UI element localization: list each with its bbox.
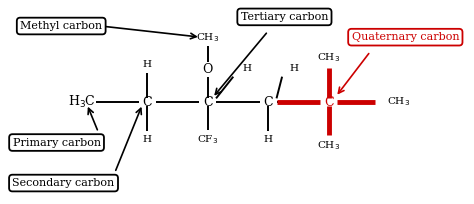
Text: H: H [264,135,273,144]
Text: C: C [142,95,152,109]
Text: Primary carbon: Primary carbon [12,137,100,147]
Text: C: C [264,95,273,109]
Text: C: C [324,95,333,109]
Text: H: H [289,64,298,73]
Text: H: H [143,60,152,69]
Text: Secondary carbon: Secondary carbon [12,178,115,188]
Text: Tertiary carbon: Tertiary carbon [241,12,328,22]
Text: Quaternary carbon: Quaternary carbon [352,32,459,42]
Text: H: H [243,64,252,73]
Text: CH$_3$: CH$_3$ [317,139,340,152]
Text: CF$_3$: CF$_3$ [197,133,219,146]
Text: H$_3$C: H$_3$C [68,94,96,110]
Text: O: O [202,63,213,76]
Text: CH$_3$: CH$_3$ [387,96,410,108]
Text: CH$_3$: CH$_3$ [196,31,219,44]
Text: CH$_3$: CH$_3$ [317,51,340,64]
Text: Methyl carbon: Methyl carbon [20,21,102,31]
Text: H: H [143,135,152,144]
Text: C: C [203,95,212,109]
